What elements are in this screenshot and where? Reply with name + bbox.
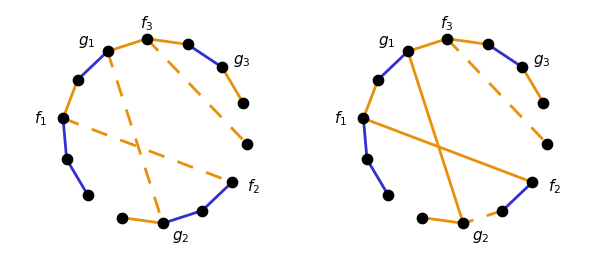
Point	[142, 37, 152, 41]
Point	[403, 49, 413, 53]
Point	[158, 221, 168, 225]
Point	[83, 193, 93, 197]
Text: $f_1$: $f_1$	[34, 109, 47, 128]
Text: $f_2$: $f_2$	[247, 177, 260, 196]
Point	[539, 101, 548, 105]
Point	[102, 49, 112, 53]
Point	[517, 65, 527, 69]
Point	[362, 157, 372, 161]
Text: $g_1$: $g_1$	[378, 34, 396, 50]
Text: $g_1$: $g_1$	[78, 34, 96, 50]
Point	[542, 141, 552, 146]
Point	[227, 180, 237, 184]
Point	[217, 65, 227, 69]
Text: $g_3$: $g_3$	[233, 53, 250, 69]
Point	[197, 209, 207, 213]
Point	[242, 141, 251, 146]
Point	[483, 42, 493, 46]
Text: $f_3$: $f_3$	[140, 14, 153, 33]
Text: $g_2$: $g_2$	[171, 230, 189, 245]
Text: $g_3$: $g_3$	[533, 53, 551, 69]
Point	[238, 101, 248, 105]
Text: $f_3$: $f_3$	[440, 14, 454, 33]
Point	[498, 209, 508, 213]
Point	[183, 42, 193, 46]
Point	[58, 116, 68, 121]
Point	[117, 216, 127, 220]
Point	[383, 193, 393, 197]
Text: $f_1$: $f_1$	[334, 109, 347, 128]
Point	[442, 37, 452, 41]
Point	[417, 216, 427, 220]
Text: $f_2$: $f_2$	[548, 177, 561, 196]
Point	[458, 221, 468, 225]
Point	[62, 157, 71, 161]
Point	[528, 180, 537, 184]
Text: $g_2$: $g_2$	[472, 230, 489, 245]
Point	[373, 78, 383, 82]
Point	[359, 116, 368, 121]
Point	[73, 78, 82, 82]
